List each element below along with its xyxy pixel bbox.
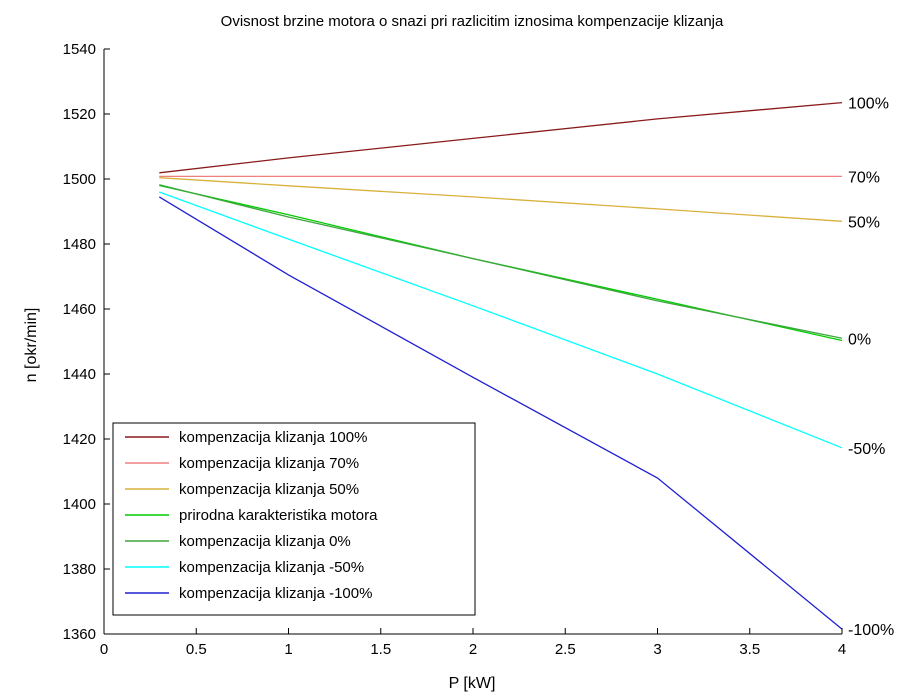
series-end-label: 50% [848,214,880,231]
x-tick-label: 3.5 [739,641,760,658]
x-tick-label: 2 [469,641,477,658]
x-tick-label: 0.5 [186,641,207,658]
y-tick-label: 1540 [63,41,96,58]
x-tick-label: 3 [653,641,661,658]
legend-label: kompenzacija klizanja 70% [179,455,359,472]
y-tick-label: 1360 [63,626,96,643]
y-tick-label: 1420 [63,431,96,448]
legend-label: kompenzacija klizanja 50% [179,481,359,498]
series-end-label: 0% [848,331,871,348]
x-axis-label: P [kW] [449,675,496,692]
series-end-label: -50% [848,441,885,458]
y-tick-label: 1500 [63,171,96,188]
series-line [159,101,843,174]
x-tick-label: 1 [284,641,292,658]
series-line [159,191,843,449]
series-end-label: 70% [848,169,880,186]
legend-label: kompenzacija klizanja 0% [179,533,351,550]
series-end-labels: 100% 70% 50% 0% -50% -100% [848,96,894,640]
y-tick-label: 1460 [63,301,96,318]
axis-ticks: 0 0.5 1 1.5 2 2.5 3 3.5 4 1360 1380 1400 1420 1440 146… [63,41,847,658]
legend-label: kompenzacija klizanja -100% [179,585,372,602]
x-tick-label: 1.5 [370,641,391,658]
y-axis-label: n [okr/min] [23,308,40,383]
y-tick-label: 1380 [63,561,96,578]
series-end-label: 100% [848,96,889,113]
x-tick-label: 4 [838,641,846,658]
legend-box [112,422,476,616]
y-tick-label: 1520 [63,106,96,123]
x-tick-label: 2.5 [555,641,576,658]
legend-label: prirodna karakteristika motora [179,507,378,524]
y-tick-label: 1400 [63,496,96,513]
y-tick-label: 1480 [63,236,96,253]
chart-title: Ovisnost brzine motora o snazi pri razli… [221,13,724,30]
legend-label: kompenzacija klizanja 100% [179,429,367,446]
series-line [159,184,843,339]
legend-label: kompenzacija klizanja -50% [179,559,364,576]
legend: kompenzacija klizanja 100% kompenzacija k… [112,422,476,616]
y-tick-label: 1440 [63,366,96,383]
series-lines [158,101,843,630]
series-line [158,196,843,630]
x-tick-label: 0 [100,641,108,658]
series-line [159,177,843,222]
series-end-label: -100% [848,622,894,639]
